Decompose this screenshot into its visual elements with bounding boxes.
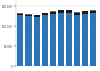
Bar — [82, 11, 88, 14]
Bar — [58, 10, 64, 13]
Bar — [34, 17, 40, 66]
Bar — [74, 15, 80, 66]
Bar — [34, 15, 40, 17]
Bar — [90, 13, 96, 66]
Bar — [42, 13, 48, 15]
Bar — [74, 12, 80, 13]
Bar — [90, 10, 96, 11]
Bar — [17, 13, 24, 14]
Bar — [17, 14, 24, 15]
Bar — [26, 16, 32, 66]
Bar — [66, 13, 72, 66]
Bar — [58, 13, 64, 66]
Bar — [66, 10, 72, 13]
Bar — [42, 15, 48, 66]
Bar — [26, 15, 32, 16]
Bar — [50, 12, 56, 14]
Bar — [26, 14, 32, 15]
Bar — [82, 14, 88, 66]
Bar — [50, 14, 56, 66]
Bar — [17, 15, 24, 66]
Bar — [90, 11, 96, 13]
Bar — [74, 13, 80, 15]
Bar — [50, 11, 56, 12]
